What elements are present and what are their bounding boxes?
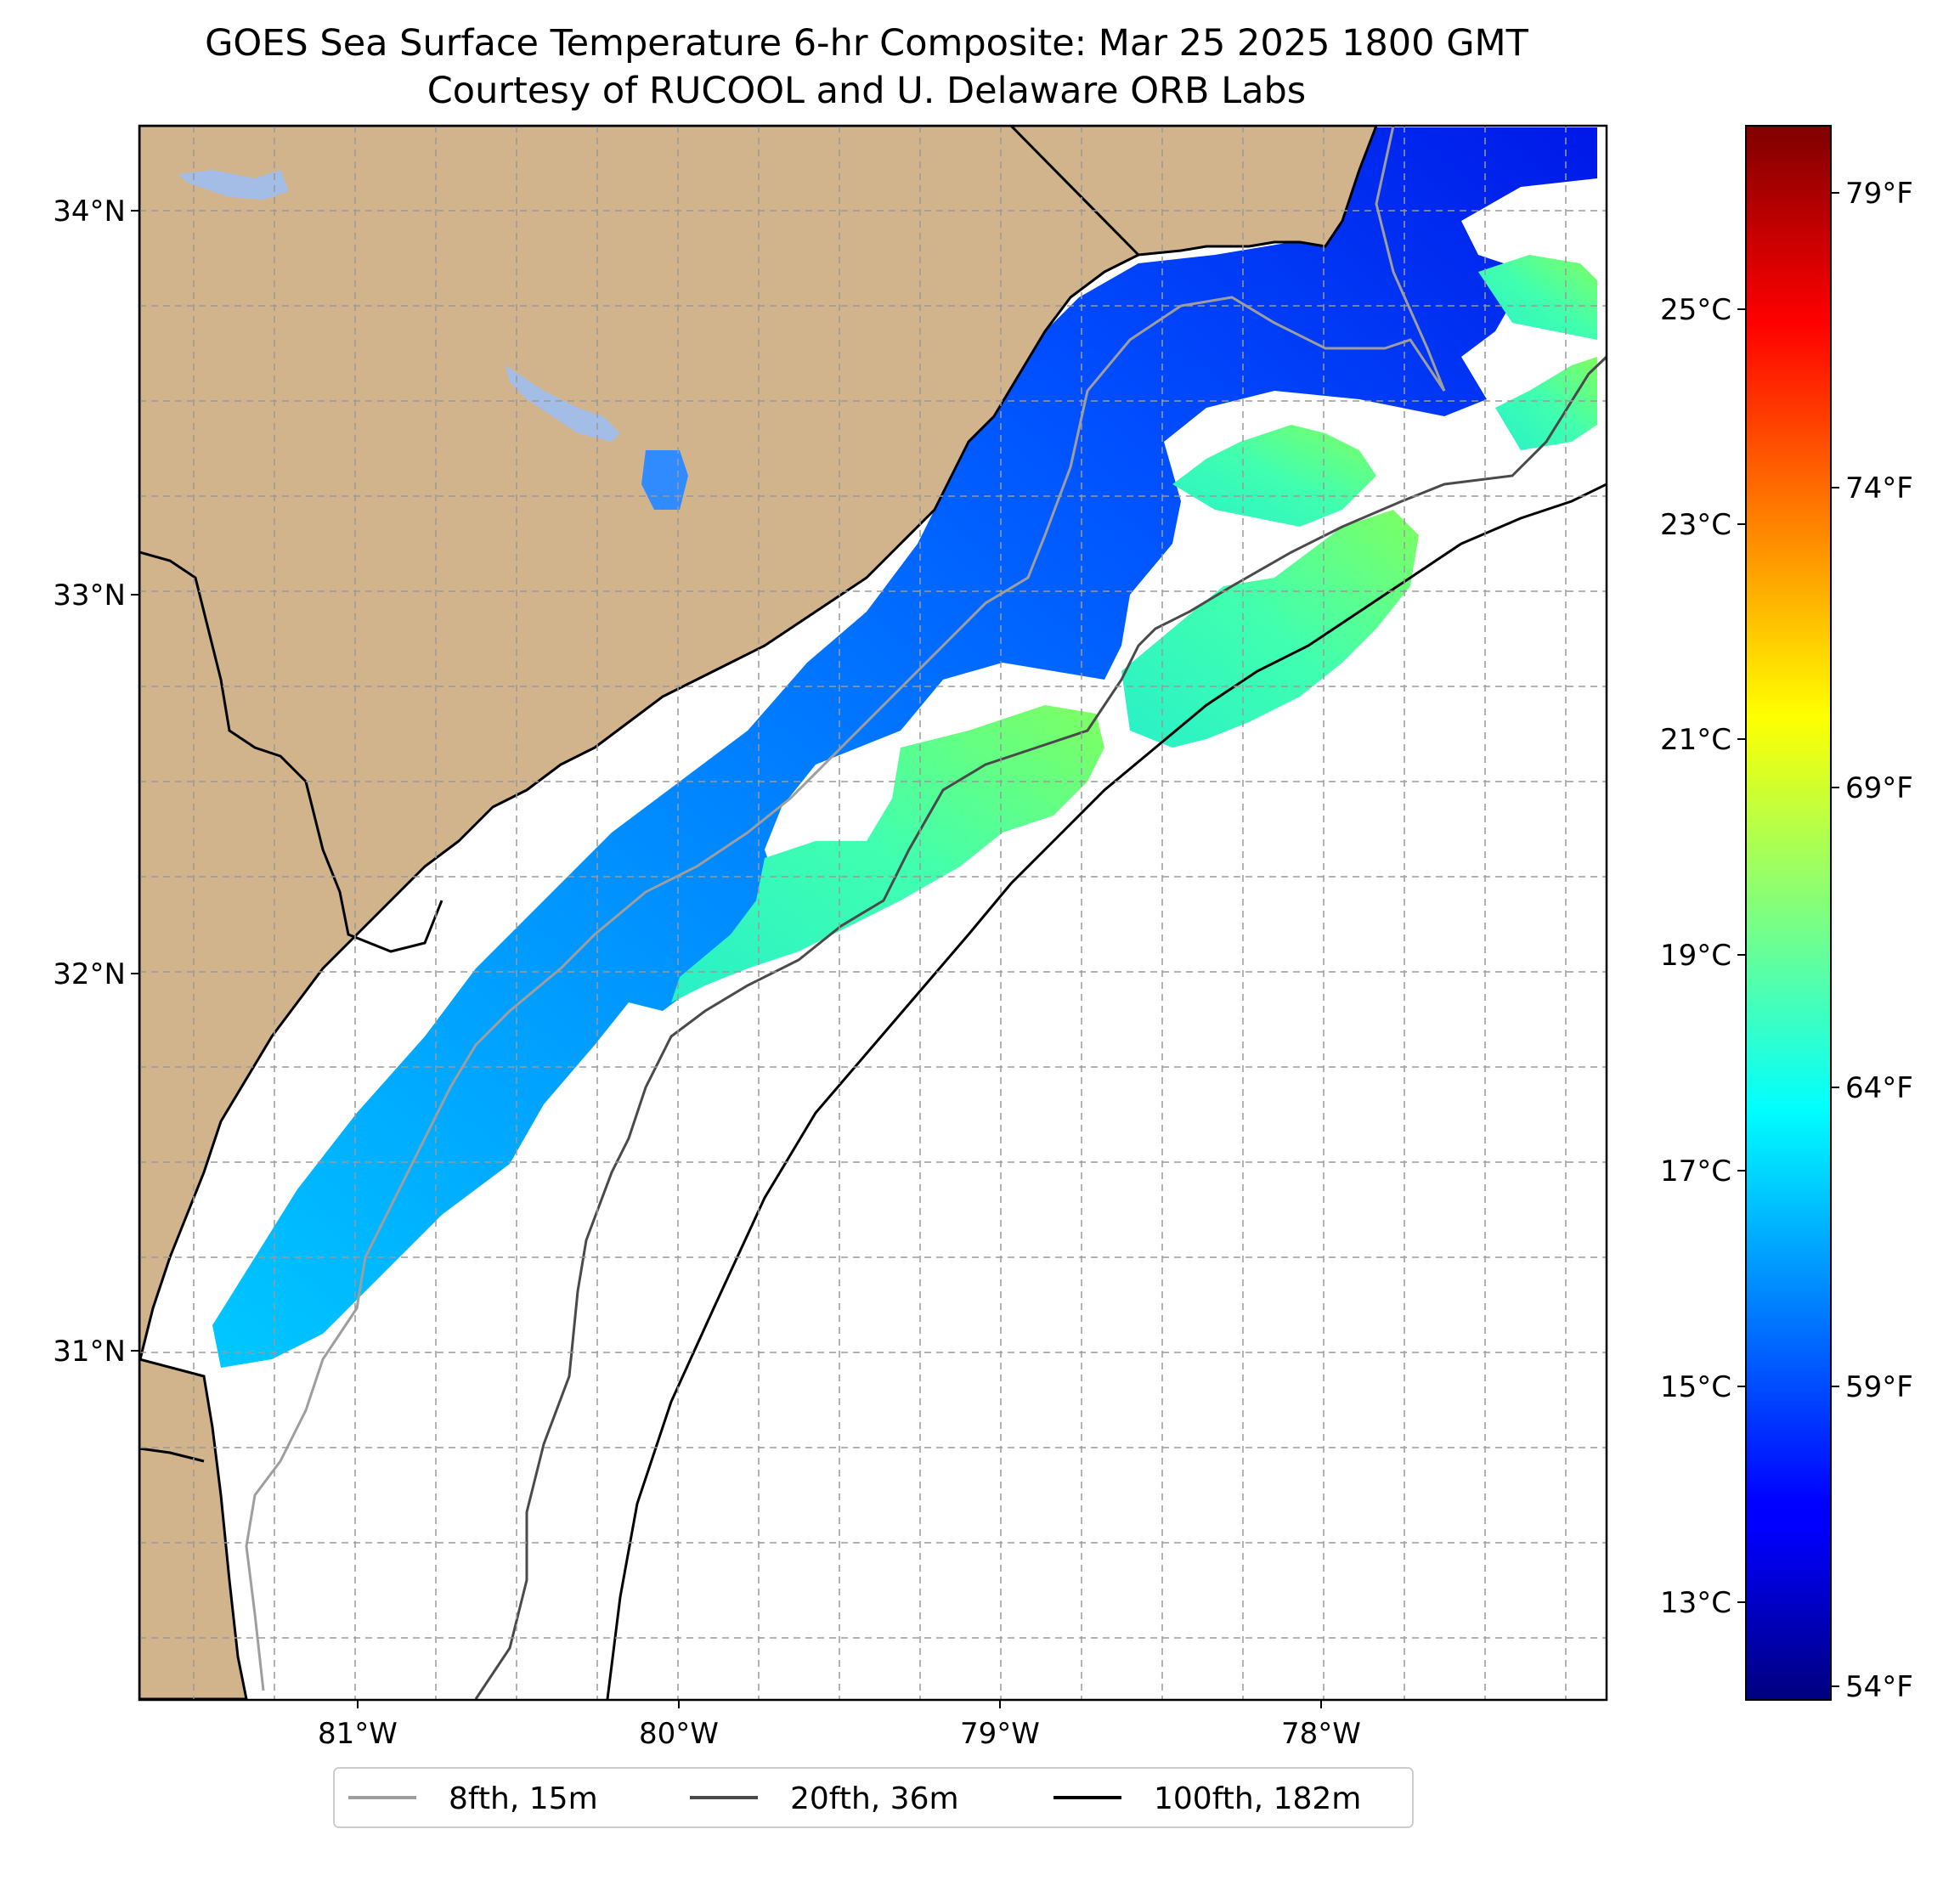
axis-ticks xyxy=(131,210,1322,1708)
lon-label-79: 79°W xyxy=(960,1717,1040,1751)
lat-label-31: 31°N xyxy=(53,1335,126,1369)
lake-marion xyxy=(506,365,620,442)
lake-small-north xyxy=(178,170,289,200)
cbar-c-13: 13°C xyxy=(1660,1586,1731,1620)
legend-label-182m: 100fth, 182m xyxy=(1154,1781,1361,1816)
lat-label-33: 33°N xyxy=(53,579,126,613)
map-frame xyxy=(138,124,1608,1702)
land-mass xyxy=(139,126,1378,1361)
isobath-15m xyxy=(245,126,1446,1691)
legend-label-36m: 20fth, 36m xyxy=(790,1781,959,1816)
legend: 8fth, 15m 20fth, 36m 100fth, 182m xyxy=(333,1767,1414,1828)
sst-offshore-patch-4 xyxy=(1495,357,1597,450)
cbar-f-64: 64°F xyxy=(1845,1071,1913,1105)
legend-label-15m: 8fth, 15m xyxy=(449,1781,598,1816)
cbar-c-17: 17°C xyxy=(1660,1155,1731,1188)
map-panel xyxy=(139,126,1607,1700)
cbar-c-21: 21°C xyxy=(1660,723,1731,757)
isobath-36m xyxy=(474,355,1607,1700)
sst-offshore-patch-2 xyxy=(1121,510,1419,748)
sst-offshore-patch-3 xyxy=(1172,425,1376,527)
cbar-c-19: 19°C xyxy=(1660,939,1731,973)
gridlines xyxy=(139,126,1607,1700)
state-border-2 xyxy=(139,1447,205,1463)
sst-offshore-patch-5 xyxy=(1478,255,1597,340)
title-line-1: GOES Sea Surface Temperature 6-hr Compos… xyxy=(205,22,1529,65)
lat-label-34: 34°N xyxy=(53,195,126,229)
lat-label-32: 32°N xyxy=(53,957,126,991)
legend-box xyxy=(333,1767,1414,1828)
title-line-2: Courtesy of RUCOOL and U. Delaware ORB L… xyxy=(427,70,1306,112)
cbar-f-59: 59°F xyxy=(1845,1370,1913,1404)
state-border xyxy=(139,550,443,953)
lon-label-78: 78°W xyxy=(1281,1717,1361,1751)
cbar-f-74: 74°F xyxy=(1845,471,1913,505)
state-border-nc xyxy=(1009,126,1140,257)
cbar-c-15: 15°C xyxy=(1660,1370,1731,1404)
cbar-c-23: 23°C xyxy=(1660,508,1731,542)
isobath-182m xyxy=(606,483,1607,1700)
sst-nearshore-swath xyxy=(212,127,1597,1368)
cbar-f-54: 54°F xyxy=(1845,1670,1913,1704)
colorbar-gradient xyxy=(1745,125,1832,1701)
cbar-c-25: 25°C xyxy=(1660,293,1731,327)
cbar-f-69: 69°F xyxy=(1845,771,1913,805)
cbar-f-79: 79°F xyxy=(1845,177,1913,211)
lake-moultrie xyxy=(641,450,688,510)
lon-label-80: 80°W xyxy=(639,1717,719,1751)
sst-offshore-patch-1 xyxy=(671,705,1104,1002)
lon-label-81: 81°W xyxy=(318,1717,398,1751)
colorbar: 25°C 23°C 21°C 19°C 17°C 15°C 13°C 79°F … xyxy=(1660,125,1913,1704)
